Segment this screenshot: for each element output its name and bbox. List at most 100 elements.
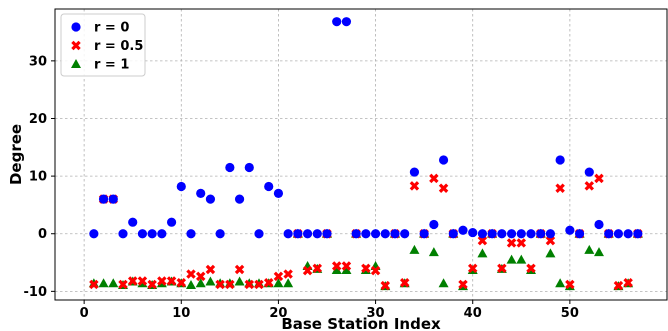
data-point [400,229,410,239]
series-circle [89,17,643,239]
data-point [312,263,323,274]
data-point [555,183,565,193]
data-point [157,276,167,286]
data-point [497,263,507,274]
data-point [137,276,148,286]
data-point [458,225,468,235]
data-point [516,229,526,239]
data-point [341,17,352,27]
data-point [458,279,468,290]
data-point [341,265,352,275]
data-point [108,278,119,288]
data-point [429,173,439,184]
data-point [613,280,624,291]
data-point [555,278,566,288]
data-point [264,181,274,192]
legend-entry: r = 0.5 [71,39,143,54]
x-tick-label: 20 [269,306,287,321]
data-point [380,229,390,239]
data-point [477,235,488,246]
data-point [302,265,313,276]
data-point [215,279,225,290]
data-point [380,280,391,291]
data-point [584,167,594,177]
data-point [623,277,633,288]
data-point [555,155,565,165]
data-point [128,217,138,227]
data-point [477,229,488,239]
legend-entry: r = 1 [71,58,129,73]
data-point [312,229,322,239]
data-point [127,276,138,286]
legend-marker [71,59,81,68]
data-point [467,263,478,274]
data-point [536,229,546,239]
data-point [166,276,177,286]
data-point [409,167,420,177]
y-tick-label: 20 [29,112,47,127]
data-point [157,229,167,239]
data-point [254,279,264,290]
data-point [419,229,429,239]
data-point [205,194,216,204]
data-point [468,227,478,238]
data-point [322,229,332,239]
data-point [516,238,527,248]
data-point [176,181,186,192]
data-point [390,229,400,239]
data-point [526,263,536,274]
data-point [118,229,128,239]
data-point [263,277,274,288]
data-point [331,265,342,275]
data-point [506,254,517,264]
y-tick-label: 0 [38,227,47,242]
data-point [341,261,352,271]
plot-series [88,17,643,291]
legend-entry: r = 0 [71,21,129,36]
data-point [147,279,157,290]
data-point [225,279,235,290]
data-point [604,229,614,239]
data-point [195,278,206,288]
data-point [234,276,245,286]
data-point [409,181,420,191]
grid [55,9,667,300]
data-point [273,271,284,282]
data-point [361,263,371,274]
data-point [399,277,410,288]
data-point [118,279,128,290]
legend-box [60,13,146,77]
data-point [545,235,556,246]
legend-label: r = 1 [94,58,129,73]
data-point [497,229,507,239]
data-point [302,229,313,239]
data-point [565,279,575,290]
x-tick-label: 10 [172,306,190,321]
data-point [215,229,225,239]
data-point [176,277,187,288]
x-axis-label: Base Station Index [281,315,441,331]
data-point [574,229,585,239]
data-point [254,229,264,239]
data-point [332,17,342,27]
data-point [477,248,488,258]
data-point [283,229,293,239]
y-tick-label: 10 [29,170,47,185]
data-point [244,279,255,290]
data-point [205,264,216,275]
axis-ticks: 0 10 20 30 40 50 -10 0 10 20 30 [24,54,579,321]
x-tick-label: 0 [80,306,89,321]
data-point [545,229,556,239]
data-point [594,219,604,230]
legend: r = 0 r = 0.5 r = 1 [60,13,146,77]
data-point [273,188,284,198]
data-point [98,194,109,204]
plot-area-frame [54,8,668,301]
data-point [506,229,517,239]
data-point [234,264,245,275]
data-point [195,271,206,282]
data-point [594,173,604,184]
data-point [244,162,254,173]
data-point [225,162,235,173]
